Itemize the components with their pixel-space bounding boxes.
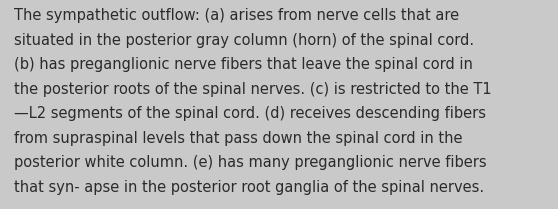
Text: the posterior roots of the spinal nerves. (c) is restricted to the T1: the posterior roots of the spinal nerves… (14, 82, 492, 97)
Text: situated in the posterior gray column (horn) of the spinal cord.: situated in the posterior gray column (h… (14, 33, 474, 48)
Text: The sympathetic outflow: (a) arises from nerve cells that are: The sympathetic outflow: (a) arises from… (14, 8, 459, 23)
Text: from supraspinal levels that pass down the spinal cord in the: from supraspinal levels that pass down t… (14, 131, 463, 146)
Text: (b) has preganglionic nerve fibers that leave the spinal cord in: (b) has preganglionic nerve fibers that … (14, 57, 473, 72)
Text: that syn- apse in the posterior root ganglia of the spinal nerves.: that syn- apse in the posterior root gan… (14, 180, 484, 195)
Text: posterior white column. (e) has many preganglionic nerve fibers: posterior white column. (e) has many pre… (14, 155, 487, 170)
Text: —L2 segments of the spinal cord. (d) receives descending fibers: —L2 segments of the spinal cord. (d) rec… (14, 106, 486, 121)
